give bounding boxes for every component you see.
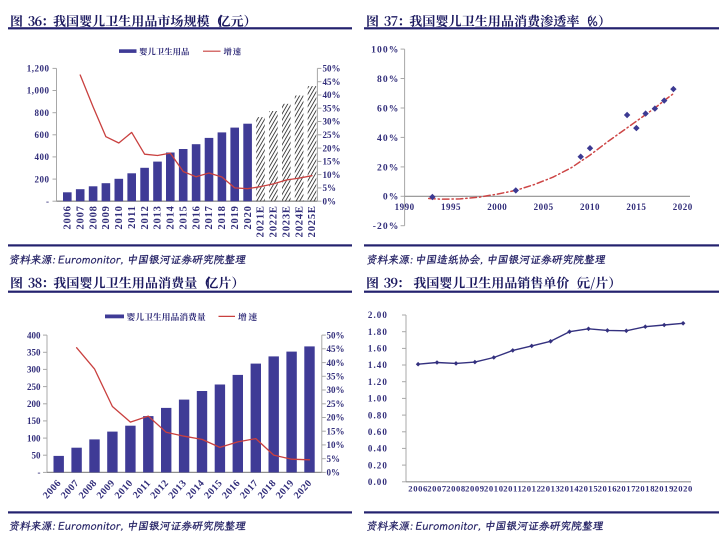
- svg-text:2011: 2011: [127, 205, 138, 229]
- svg-text:2009: 2009: [101, 205, 112, 229]
- svg-text:10%: 10%: [323, 170, 341, 180]
- svg-text:2021E: 2021E: [256, 205, 267, 237]
- svg-text:1.80: 1.80: [368, 327, 388, 337]
- svg-text:2000: 2000: [487, 202, 507, 212]
- svg-text:2005: 2005: [534, 202, 554, 212]
- svg-text:20%: 20%: [323, 143, 341, 153]
- svg-text:2023E: 2023E: [282, 205, 293, 237]
- svg-text:2012: 2012: [140, 205, 151, 229]
- svg-text:2025E: 2025E: [307, 205, 318, 237]
- svg-text:50%: 50%: [327, 330, 345, 340]
- svg-text:2015: 2015: [626, 202, 646, 212]
- svg-text:2006: 2006: [63, 205, 74, 229]
- svg-text:-: -: [38, 468, 41, 478]
- svg-text:2014: 2014: [560, 484, 580, 494]
- svg-text:2015: 2015: [579, 484, 599, 494]
- svg-text:300: 300: [27, 365, 41, 375]
- svg-text:200: 200: [35, 174, 50, 184]
- svg-text:600: 600: [35, 130, 50, 140]
- svg-text:1.00: 1.00: [368, 394, 388, 404]
- svg-text:2012: 2012: [522, 484, 542, 494]
- svg-text:45%: 45%: [327, 344, 345, 354]
- svg-text:100: 100: [27, 433, 41, 443]
- svg-text:0%: 0%: [323, 196, 337, 206]
- svg-text:-: -: [46, 196, 50, 206]
- svg-text:35%: 35%: [323, 103, 341, 113]
- svg-text:0.20: 0.20: [368, 460, 388, 470]
- svg-text:2008: 2008: [88, 205, 99, 229]
- svg-text:40%: 40%: [327, 358, 345, 368]
- svg-text:800: 800: [35, 108, 50, 118]
- svg-text:200: 200: [27, 399, 41, 409]
- svg-text:2019: 2019: [654, 484, 674, 494]
- svg-text:15%: 15%: [327, 426, 345, 436]
- svg-text:40%: 40%: [377, 133, 400, 144]
- svg-text:1,200: 1,200: [27, 64, 50, 74]
- svg-text:0.60: 0.60: [368, 427, 388, 437]
- svg-text:45%: 45%: [323, 77, 341, 87]
- svg-text:2018: 2018: [636, 484, 656, 494]
- svg-text:1990: 1990: [395, 202, 415, 212]
- svg-text:0%: 0%: [327, 468, 341, 478]
- svg-text:5%: 5%: [327, 454, 341, 464]
- svg-text:-20%: -20%: [373, 221, 400, 232]
- svg-text:2010: 2010: [114, 205, 125, 229]
- svg-text:30%: 30%: [327, 385, 345, 395]
- svg-text:1995: 1995: [441, 202, 461, 212]
- svg-text:30%: 30%: [323, 117, 341, 127]
- svg-text:2017: 2017: [204, 205, 215, 229]
- svg-text:1.60: 1.60: [368, 344, 388, 354]
- svg-text:2016: 2016: [191, 205, 202, 229]
- svg-text:2018: 2018: [217, 205, 228, 229]
- svg-text:1.40: 1.40: [368, 360, 388, 370]
- svg-text:2010: 2010: [580, 202, 600, 212]
- svg-text:35%: 35%: [327, 371, 345, 381]
- svg-text:2011: 2011: [503, 484, 522, 494]
- svg-text:350: 350: [27, 347, 41, 357]
- svg-text:1.20: 1.20: [368, 377, 388, 387]
- svg-text:1,000: 1,000: [27, 86, 50, 96]
- svg-text:100%: 100%: [371, 45, 399, 56]
- svg-text:2020: 2020: [673, 202, 693, 212]
- svg-text:0%: 0%: [383, 192, 400, 203]
- svg-text:2013: 2013: [541, 484, 561, 494]
- svg-text:2010: 2010: [484, 484, 504, 494]
- svg-text:150: 150: [27, 416, 41, 426]
- svg-text:25%: 25%: [327, 399, 345, 409]
- svg-text:2019: 2019: [230, 205, 241, 229]
- svg-text:2020: 2020: [243, 205, 254, 229]
- svg-text:400: 400: [35, 152, 50, 162]
- svg-text:2009: 2009: [465, 484, 485, 494]
- svg-text:2014: 2014: [166, 205, 177, 229]
- svg-text:2007: 2007: [427, 484, 447, 494]
- svg-text:50: 50: [32, 450, 42, 460]
- svg-text:2.00: 2.00: [368, 310, 388, 320]
- svg-text:80%: 80%: [377, 74, 400, 85]
- svg-text:2015: 2015: [178, 205, 189, 229]
- svg-text:0.40: 0.40: [368, 444, 388, 454]
- svg-text:40%: 40%: [323, 90, 341, 100]
- svg-text:2007: 2007: [75, 205, 86, 229]
- svg-text:250: 250: [27, 382, 41, 392]
- svg-text:2024E: 2024E: [294, 205, 305, 237]
- svg-text:2022E: 2022E: [269, 205, 280, 237]
- svg-text:20%: 20%: [327, 413, 345, 423]
- svg-text:0.80: 0.80: [368, 410, 388, 420]
- svg-text:2013: 2013: [153, 205, 164, 229]
- svg-text:2017: 2017: [617, 484, 637, 494]
- svg-text:0.00: 0.00: [368, 477, 388, 487]
- svg-text:2006: 2006: [408, 484, 428, 494]
- svg-text:60%: 60%: [377, 103, 400, 114]
- svg-text:25%: 25%: [323, 130, 341, 140]
- svg-text:2020: 2020: [673, 484, 693, 494]
- svg-text:2008: 2008: [446, 484, 466, 494]
- svg-text:10%: 10%: [327, 440, 345, 450]
- svg-text:2016: 2016: [598, 484, 618, 494]
- svg-text:20%: 20%: [377, 162, 400, 173]
- svg-text:5%: 5%: [323, 183, 337, 193]
- svg-text:15%: 15%: [323, 157, 341, 167]
- svg-text:50%: 50%: [323, 64, 341, 74]
- svg-text:400: 400: [27, 330, 41, 340]
